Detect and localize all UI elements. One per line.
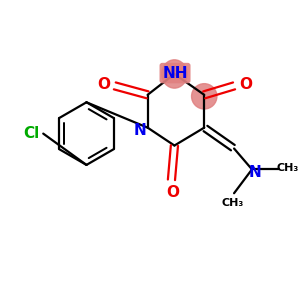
Text: Cl: Cl <box>23 125 39 140</box>
Ellipse shape <box>162 60 187 88</box>
Text: N: N <box>249 165 261 180</box>
Text: O: O <box>97 77 110 92</box>
Text: NH: NH <box>162 66 188 81</box>
Ellipse shape <box>192 84 217 109</box>
Text: CH₃: CH₃ <box>221 198 244 208</box>
Text: CH₃: CH₃ <box>276 163 298 173</box>
Text: O: O <box>167 185 179 200</box>
Text: O: O <box>239 77 252 92</box>
Text: N: N <box>134 123 146 138</box>
